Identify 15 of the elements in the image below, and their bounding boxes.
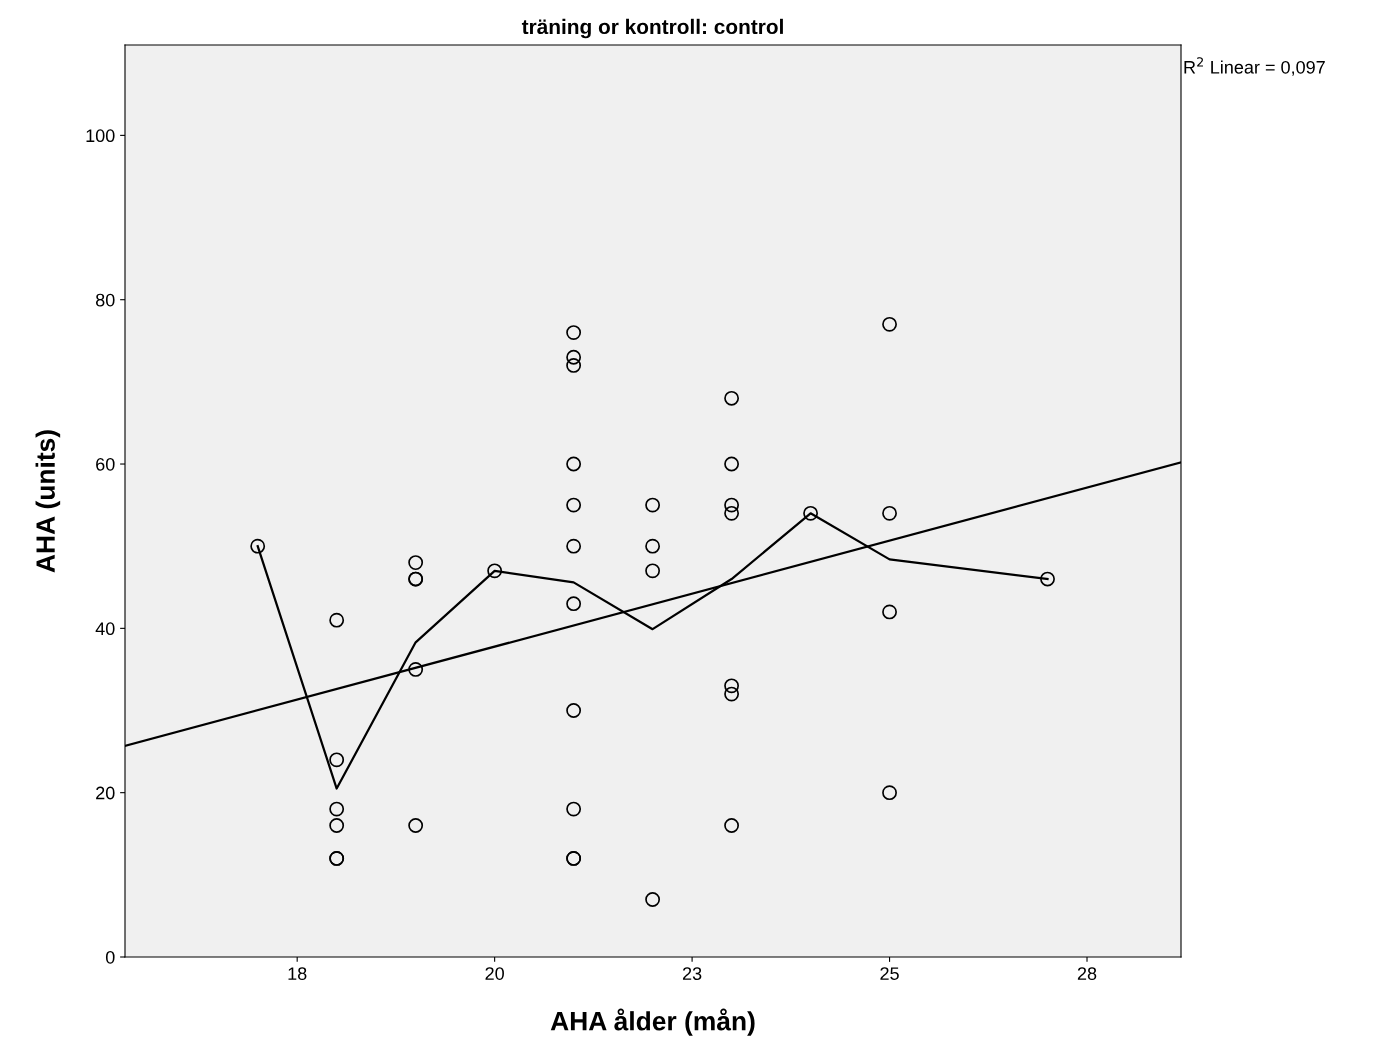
y-tick-label: 100	[86, 129, 115, 143]
y-axis-title: AHA (units)	[35, 430, 61, 573]
y-tick-label: 0	[105, 950, 115, 964]
x-axis-title: AHA ålder (mån)	[550, 1008, 755, 1036]
y-tick-label: 40	[95, 622, 115, 636]
y-tick-label: 20	[96, 786, 115, 800]
x-tick-label: 25	[880, 967, 899, 980]
x-tick-label: 20	[485, 967, 504, 980]
chart-title: träning or kontroll: control	[521, 18, 783, 39]
x-tick-label: 23	[682, 967, 702, 980]
y-tick-label: 80	[95, 293, 115, 307]
x-tick-label: 28	[1077, 967, 1097, 980]
x-tick-label: 18	[288, 967, 307, 980]
y-tick-label: 60	[96, 457, 115, 471]
text: R$^{2}$ Linear = 0,097	[1184, 57, 1325, 76]
